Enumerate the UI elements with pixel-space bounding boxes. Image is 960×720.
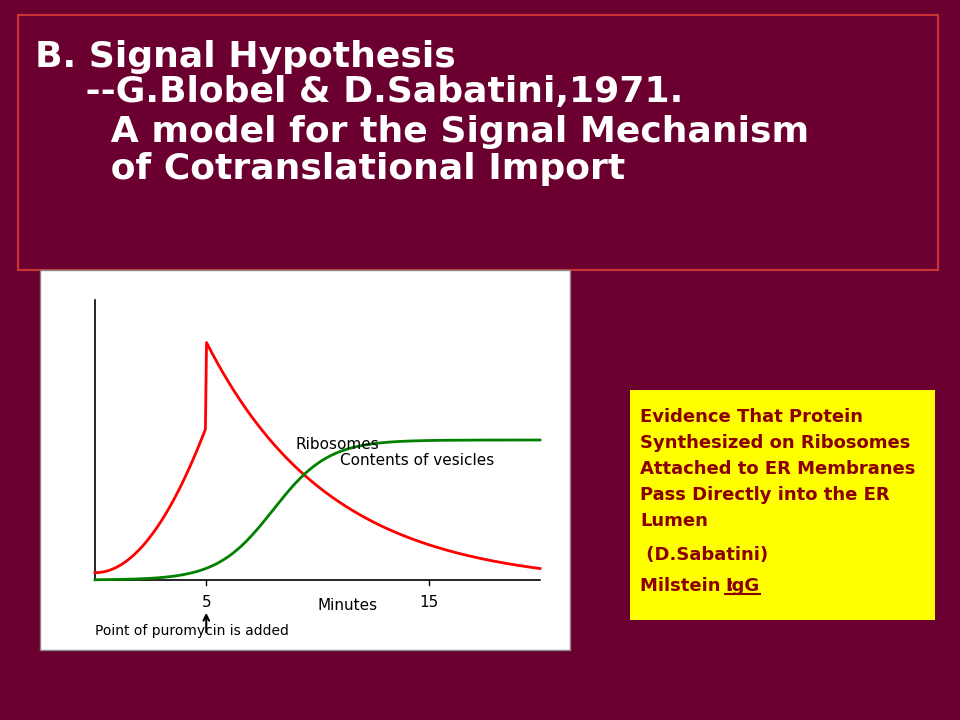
Text: B. Signal Hypothesis: B. Signal Hypothesis	[35, 40, 456, 74]
Text: of Cotranslational Import: of Cotranslational Import	[35, 152, 625, 186]
FancyBboxPatch shape	[630, 390, 935, 620]
Text: 15: 15	[420, 595, 439, 610]
Text: Synthesized on Ribosomes: Synthesized on Ribosomes	[640, 434, 910, 452]
FancyBboxPatch shape	[18, 15, 938, 270]
Text: Ribosomes: Ribosomes	[296, 436, 379, 451]
Text: Evidence That Protein: Evidence That Protein	[640, 408, 863, 426]
Text: Lumen: Lumen	[640, 512, 708, 530]
Text: Point of puromycin is added: Point of puromycin is added	[95, 624, 289, 638]
Text: Pass Directly into the ER: Pass Directly into the ER	[640, 486, 890, 504]
Text: Minutes: Minutes	[318, 598, 377, 613]
Text: Contents of vesicles: Contents of vesicles	[340, 453, 494, 468]
Text: (D.Sabatini): (D.Sabatini)	[640, 546, 768, 564]
Text: A model for the Signal Mechanism: A model for the Signal Mechanism	[35, 115, 809, 149]
Text: IgG: IgG	[725, 577, 759, 595]
Text: Milstein :: Milstein :	[640, 577, 740, 595]
Text: 5: 5	[202, 595, 211, 610]
Text: --G.Blobel & D.Sabatini,1971.: --G.Blobel & D.Sabatini,1971.	[35, 75, 684, 109]
Text: Attached to ER Membranes: Attached to ER Membranes	[640, 460, 916, 478]
FancyBboxPatch shape	[40, 270, 570, 650]
